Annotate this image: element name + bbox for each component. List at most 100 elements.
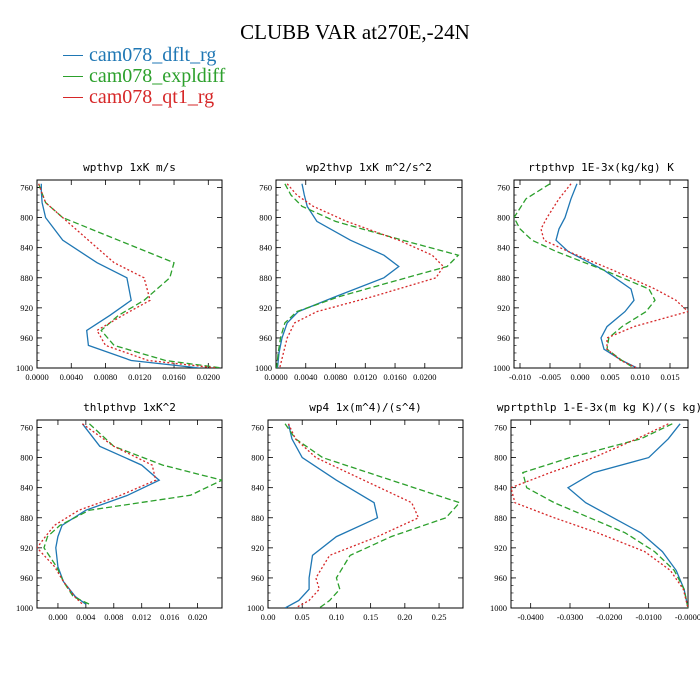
legend-label-qt1: cam078_qt1_rg <box>89 86 215 108</box>
panel-title: wp2thvp 1xK m^2/s^2 <box>306 161 432 174</box>
y-tick-label: 1000 <box>247 603 264 613</box>
y-tick-label: 920 <box>497 303 510 313</box>
y-tick-label: 840 <box>259 243 272 253</box>
y-tick-label: 960 <box>259 333 272 343</box>
y-tick-label: 920 <box>494 543 507 553</box>
panel-title: thlpthvp 1xK^2 <box>83 401 176 414</box>
y-tick-label: 1000 <box>490 603 507 613</box>
panel-title: wp4 1x(m^4)/(s^4) <box>309 401 422 414</box>
x-tick-label: 0.004 <box>76 612 96 622</box>
x-tick-label: -0.005 <box>539 372 561 382</box>
y-tick-label: 760 <box>259 183 272 193</box>
x-tick-label: 0.0160 <box>162 372 185 382</box>
y-tick-label: 1000 <box>16 363 33 373</box>
series-line-cam078_qt1_rg <box>511 423 688 608</box>
y-tick-label: 840 <box>20 483 33 493</box>
y-tick-label: 840 <box>20 243 33 253</box>
panel-title: wpthvp 1xK m/s <box>83 161 176 174</box>
panel-title: wprtpthlp 1-E-3x(m kg K)/(s kg) <box>497 401 700 414</box>
y-tick-label: 880 <box>259 273 272 283</box>
series-line-cam078_expldiff <box>276 183 460 368</box>
x-tick-label: 0.000 <box>48 612 67 622</box>
legend-swatch-dflt <box>63 55 83 56</box>
series-line-cam078_dflt_rg <box>555 183 638 368</box>
y-tick-label: 880 <box>20 273 33 283</box>
series-line-cam078_expldiff <box>43 423 222 605</box>
x-tick-label: 0.15 <box>363 612 378 622</box>
legend: cam078_dflt_rg cam078_expldiff cam078_qt… <box>63 45 225 108</box>
series-line-cam078_expldiff <box>514 183 656 368</box>
y-tick-label: 920 <box>251 543 264 553</box>
x-tick-label: 0.00 <box>261 612 276 622</box>
series-line-cam078_qt1_rg <box>279 183 445 368</box>
x-tick-label: 0.0040 <box>294 372 317 382</box>
series-line-cam078_dflt_rg <box>566 423 688 608</box>
series-line-cam078_dflt_rg <box>55 423 161 605</box>
x-tick-label: 0.012 <box>132 612 151 622</box>
y-tick-label: 880 <box>20 513 33 523</box>
y-tick-label: 1000 <box>255 363 272 373</box>
series-line-cam078_qt1_rg <box>37 423 157 605</box>
x-tick-label: 0.20 <box>397 612 412 622</box>
x-tick-label: 0.0080 <box>324 372 347 382</box>
panel-frame <box>510 419 689 609</box>
series-group <box>511 423 688 608</box>
y-tick-label: 760 <box>497 183 510 193</box>
y-tick-label: 760 <box>494 423 507 433</box>
y-tick-label: 760 <box>251 423 264 433</box>
legend-item-qt1: cam078_qt1_rg <box>63 87 225 108</box>
legend-item-expldiff: cam078_expldiff <box>63 66 225 87</box>
y-tick-label: 880 <box>251 513 264 523</box>
series-line-cam078_qt1_rg <box>38 183 217 368</box>
x-tick-label: -0.0300 <box>557 612 583 622</box>
y-tick-label: 920 <box>20 543 33 553</box>
series-group <box>284 423 461 608</box>
series-line-cam078_expldiff <box>284 423 461 608</box>
x-tick-label: 0.10 <box>329 612 344 622</box>
x-tick-label: -0.0000 <box>675 612 700 622</box>
x-tick-label: 0.25 <box>432 612 447 622</box>
x-tick-label: 0.005 <box>600 372 619 382</box>
x-tick-label: 0.0200 <box>413 372 436 382</box>
panel-frame <box>36 419 223 609</box>
panel-frame <box>275 179 463 369</box>
panel-6: wprtpthlp 1-E-3x(m kg K)/(s kg) 760 800 840… <box>490 401 700 622</box>
legend-swatch-qt1 <box>63 97 83 98</box>
y-tick-label: 960 <box>251 573 264 583</box>
y-tick-label: 760 <box>20 423 33 433</box>
y-tick-label: 800 <box>494 453 507 463</box>
panel-1: wpthvp 1xK m/s76080084088092096010000.00… <box>16 161 223 382</box>
y-tick-label: 840 <box>251 483 264 493</box>
panel-frame <box>267 419 464 609</box>
y-tick-label: 880 <box>497 273 510 283</box>
x-tick-label: 0.0000 <box>25 372 48 382</box>
x-tick-label: 0.016 <box>160 612 179 622</box>
x-tick-label: 0.05 <box>295 612 310 622</box>
y-tick-label: 1000 <box>16 603 33 613</box>
x-tick-label: 0.010 <box>630 372 649 382</box>
y-tick-label: 920 <box>259 303 272 313</box>
x-tick-label: 0.0000 <box>264 372 287 382</box>
series-line-cam078_qt1_rg <box>287 423 420 608</box>
y-tick-label: 880 <box>494 513 507 523</box>
y-tick-label: 800 <box>20 453 33 463</box>
x-tick-label: -0.010 <box>509 372 531 382</box>
y-tick-label: 800 <box>259 213 272 223</box>
y-tick-label: 840 <box>494 483 507 493</box>
x-tick-label: 0.020 <box>188 612 207 622</box>
x-tick-label: 0.008 <box>104 612 123 622</box>
legend-item-dflt: cam078_dflt_rg <box>63 45 225 66</box>
panel-5: wp4 1x(m^4)/(s^4)76080084088092096010000… <box>247 401 464 622</box>
x-tick-label: 0.000 <box>570 372 589 382</box>
y-tick-label: 1000 <box>493 363 510 373</box>
panel-3: rtpthvp 1E-3x(kg/kg) K 760 800 840 880 920 960… <box>493 161 689 382</box>
x-tick-label: 0.015 <box>660 372 679 382</box>
legend-label-dflt: cam078_dflt_rg <box>89 44 217 66</box>
y-tick-label: 920 <box>20 303 33 313</box>
x-tick-label: 0.0120 <box>354 372 377 382</box>
y-tick-label: 800 <box>20 213 33 223</box>
x-tick-label: 0.0120 <box>128 372 151 382</box>
x-tick-label: 0.0040 <box>60 372 83 382</box>
panel-frame <box>36 179 223 369</box>
